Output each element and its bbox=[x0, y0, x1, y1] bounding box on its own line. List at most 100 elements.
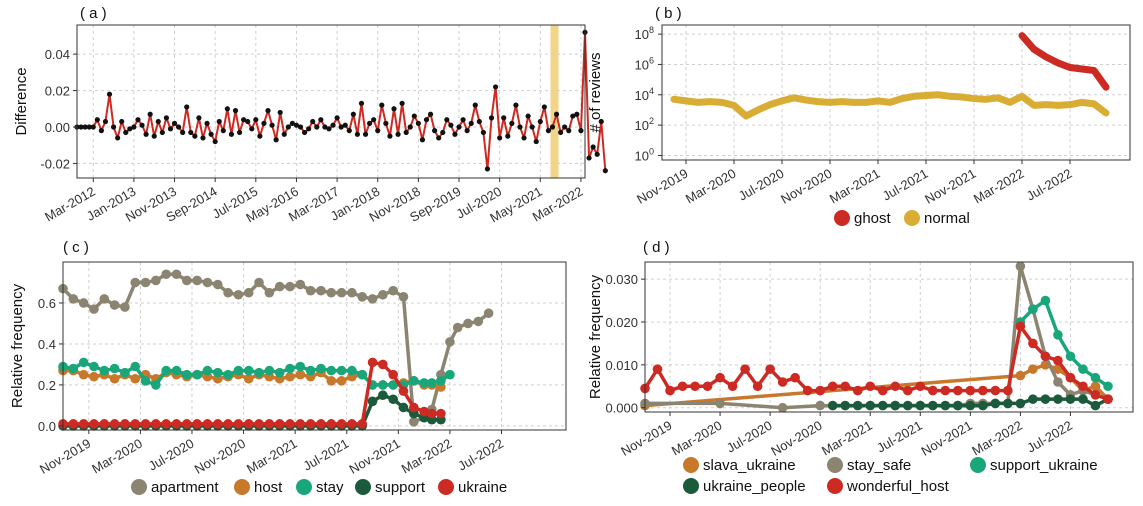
data-point-62 bbox=[326, 126, 332, 132]
data-point-apartment-15 bbox=[212, 279, 223, 290]
data-point-stay-38 bbox=[445, 369, 455, 380]
data-point-stay-36 bbox=[427, 378, 437, 388]
data-point-stay-6 bbox=[120, 367, 130, 378]
data-point-71 bbox=[362, 131, 369, 137]
data-point-79 bbox=[395, 131, 401, 137]
data-point-wonderful_host-11 bbox=[777, 377, 788, 387]
data-point-76 bbox=[383, 120, 389, 126]
data-point-stay-20 bbox=[264, 365, 275, 376]
data-point-74 bbox=[375, 128, 381, 134]
data-point-91 bbox=[444, 117, 450, 123]
panel-label: ( c ) bbox=[63, 239, 89, 256]
legend-swatch-slava_ukraine bbox=[683, 457, 699, 473]
data-point-stay-29 bbox=[357, 369, 368, 380]
data-point-77 bbox=[387, 133, 393, 139]
data-point-111 bbox=[525, 113, 531, 119]
y-tick-label-exponent: 4 bbox=[649, 86, 654, 96]
data-point-support_ukraine-6 bbox=[1090, 372, 1101, 383]
data-point-stay-22 bbox=[285, 363, 295, 374]
x-tick-label: Jul-2021 bbox=[874, 418, 925, 456]
data-point-ukraine-35 bbox=[419, 406, 429, 417]
data-point-57 bbox=[306, 126, 312, 132]
x-tick-label: Nov-2019 bbox=[634, 166, 690, 207]
data-point-ukraine-8 bbox=[140, 419, 151, 429]
data-point-65 bbox=[338, 124, 344, 130]
data-point-100 bbox=[480, 129, 486, 136]
data-point-109 bbox=[517, 124, 523, 130]
data-point-56 bbox=[301, 129, 308, 136]
legend-label-ukraine_people: ukraine_people bbox=[703, 478, 806, 495]
x-tick-label: Nov-2020 bbox=[768, 418, 824, 459]
data-point-apartment-13 bbox=[192, 275, 202, 286]
data-point-stay_safe-1 bbox=[715, 398, 725, 409]
data-point-73 bbox=[371, 117, 377, 123]
y-tick-label-exponent: 6 bbox=[649, 55, 654, 65]
data-point-ukraine-20 bbox=[264, 419, 275, 429]
data-point-19 bbox=[151, 133, 157, 139]
data-point-128 bbox=[594, 151, 600, 157]
data-point-39 bbox=[232, 108, 239, 114]
data-point-support-30 bbox=[367, 396, 378, 407]
y-tick-label: 106 bbox=[635, 55, 654, 72]
data-point-apartment-7 bbox=[130, 277, 141, 288]
x-tick-label: Jul-2022 bbox=[455, 436, 506, 474]
data-point-ukraine_people-21 bbox=[1090, 400, 1101, 411]
data-point-ukraine-34 bbox=[409, 402, 419, 413]
x-tick-label: Mar-2020 bbox=[683, 166, 739, 207]
x-tick-label: Nov-2021 bbox=[919, 418, 975, 459]
data-point-36 bbox=[220, 128, 226, 134]
legend-swatch-host bbox=[234, 479, 250, 495]
data-point-stay-1 bbox=[68, 363, 79, 374]
data-point-114 bbox=[537, 118, 543, 125]
data-point-wonderful_host-3 bbox=[677, 381, 688, 392]
data-point-ukraine-21 bbox=[274, 419, 285, 429]
data-point-wonderful_host-30 bbox=[1015, 321, 1026, 332]
data-point-122 bbox=[570, 113, 576, 119]
panel-a: ( a )-0.020.000.020.04DifferenceMar-2012… bbox=[13, 5, 608, 226]
x-tick-label: Jul-2020 bbox=[146, 436, 197, 474]
data-point-95 bbox=[460, 117, 466, 123]
data-point-host-5 bbox=[109, 373, 120, 384]
data-point-wonderful_host-35 bbox=[1078, 381, 1088, 392]
data-point-33 bbox=[208, 131, 214, 137]
data-point-59 bbox=[314, 124, 320, 130]
data-point-ukraine-33 bbox=[398, 386, 409, 396]
x-tick-label: Nov-2019 bbox=[618, 418, 674, 459]
x-tick-label: Nov-2021 bbox=[347, 436, 403, 477]
data-point-45 bbox=[257, 133, 263, 139]
data-point-ukraine-10 bbox=[161, 419, 171, 429]
data-point-82 bbox=[407, 124, 413, 130]
data-point-apartment-22 bbox=[285, 281, 295, 292]
data-point-ukraine-30 bbox=[367, 357, 378, 368]
data-point-124 bbox=[578, 128, 584, 134]
data-point-apartment-20 bbox=[264, 287, 275, 298]
grid bbox=[662, 25, 1130, 160]
data-point-apartment-29 bbox=[357, 292, 368, 302]
data-point-78 bbox=[391, 106, 397, 112]
legend-label-ghost: ghost bbox=[854, 210, 892, 227]
data-point-apartment-23 bbox=[295, 279, 306, 290]
y-tick-label: 0.4 bbox=[38, 337, 56, 352]
legend-swatch-stay_safe bbox=[827, 457, 843, 473]
data-point-ukraine-23 bbox=[295, 419, 306, 429]
data-point-stay-32 bbox=[388, 380, 398, 390]
data-point-112 bbox=[529, 124, 535, 130]
x-tick-label: Mar-2020 bbox=[669, 418, 725, 459]
data-point-wonderful_host-14 bbox=[815, 385, 825, 396]
data-point-123 bbox=[574, 111, 580, 117]
data-point-70 bbox=[358, 100, 365, 106]
data-point-51 bbox=[281, 131, 287, 137]
data-point-129 bbox=[598, 118, 604, 125]
legend-swatch-ukraine_people bbox=[683, 478, 699, 494]
data-point-54 bbox=[293, 122, 300, 128]
data-point-ukraine-5 bbox=[109, 419, 120, 429]
data-point-wonderful_host-9 bbox=[752, 381, 763, 392]
data-point-58 bbox=[310, 118, 316, 125]
data-point-apartment-16 bbox=[223, 287, 233, 298]
data-point-apartment-33 bbox=[398, 292, 409, 302]
data-point-ukraine-19 bbox=[254, 419, 264, 429]
legend: apartment host stay support ukraine bbox=[131, 479, 507, 496]
x-tick-label: Nov-2020 bbox=[778, 166, 834, 207]
data-point-stay-24 bbox=[305, 365, 316, 376]
data-point-wonderful_host-34 bbox=[1065, 372, 1076, 383]
